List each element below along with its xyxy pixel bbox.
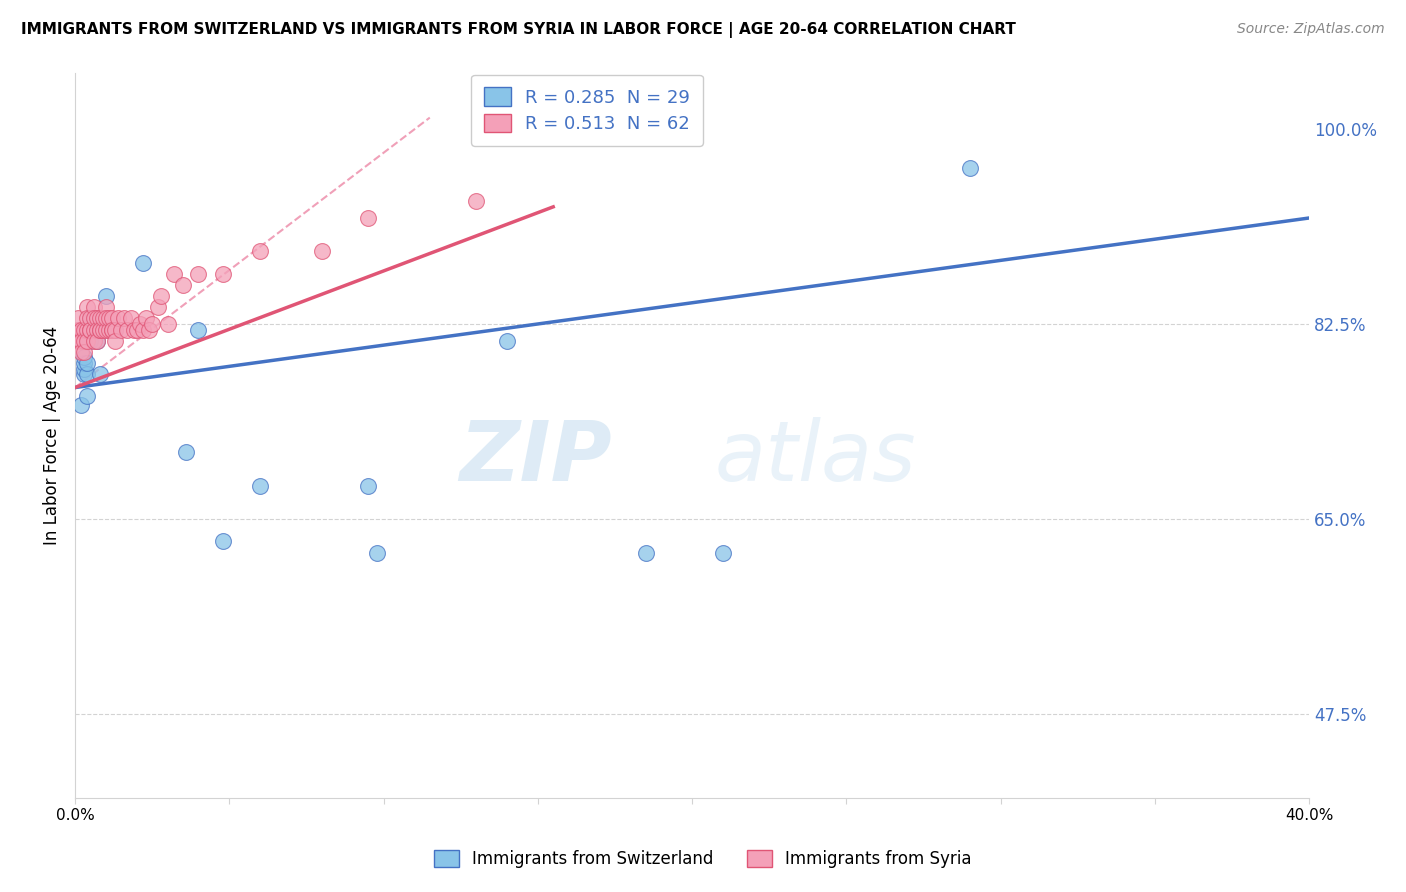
Point xyxy=(104,322,127,336)
Point xyxy=(249,479,271,493)
Point xyxy=(959,161,981,175)
Point xyxy=(89,322,111,336)
Point xyxy=(91,322,114,336)
Point xyxy=(101,322,124,336)
Point xyxy=(89,322,111,336)
Point xyxy=(125,322,148,336)
Point xyxy=(212,534,235,549)
Point xyxy=(70,344,93,359)
Point xyxy=(79,311,101,326)
Point xyxy=(97,322,120,336)
Legend: R = 0.285  N = 29, R = 0.513  N = 62: R = 0.285 N = 29, R = 0.513 N = 62 xyxy=(471,75,703,146)
Point xyxy=(70,398,93,412)
Point xyxy=(79,322,101,336)
Point xyxy=(163,267,186,281)
Point xyxy=(148,300,170,314)
Point xyxy=(70,334,93,348)
Point xyxy=(634,546,657,560)
Point xyxy=(141,317,163,331)
Point xyxy=(67,322,90,336)
Point xyxy=(86,322,108,336)
Point xyxy=(107,311,129,326)
Point xyxy=(104,322,127,336)
Point xyxy=(79,322,101,336)
Point xyxy=(73,322,96,336)
Point xyxy=(76,389,98,403)
Point xyxy=(67,311,90,326)
Point xyxy=(70,322,93,336)
Point xyxy=(120,311,142,326)
Point xyxy=(73,356,96,370)
Point xyxy=(83,322,105,336)
Point xyxy=(122,322,145,336)
Point xyxy=(79,322,101,336)
Point xyxy=(357,211,380,225)
Point xyxy=(174,445,197,459)
Point xyxy=(73,351,96,365)
Point xyxy=(73,361,96,376)
Point xyxy=(110,322,132,336)
Point xyxy=(67,334,90,348)
Point xyxy=(94,322,117,336)
Point xyxy=(172,277,194,292)
Point xyxy=(89,322,111,336)
Point xyxy=(76,300,98,314)
Point xyxy=(357,479,380,493)
Text: Source: ZipAtlas.com: Source: ZipAtlas.com xyxy=(1237,22,1385,37)
Point xyxy=(94,300,117,314)
Point xyxy=(156,317,179,331)
Point xyxy=(83,334,105,348)
Point xyxy=(104,334,127,348)
Point xyxy=(112,311,135,326)
Point xyxy=(187,322,209,336)
Point xyxy=(83,311,105,326)
Y-axis label: In Labor Force | Age 20-64: In Labor Force | Age 20-64 xyxy=(44,326,60,545)
Legend: Immigrants from Switzerland, Immigrants from Syria: Immigrants from Switzerland, Immigrants … xyxy=(427,843,979,875)
Text: atlas: atlas xyxy=(714,417,917,498)
Point xyxy=(76,311,98,326)
Point xyxy=(150,289,173,303)
Point xyxy=(73,344,96,359)
Point xyxy=(711,546,734,560)
Point xyxy=(97,322,120,336)
Point xyxy=(117,322,139,336)
Point xyxy=(89,311,111,326)
Point xyxy=(89,367,111,381)
Point xyxy=(97,311,120,326)
Text: IMMIGRANTS FROM SWITZERLAND VS IMMIGRANTS FROM SYRIA IN LABOR FORCE | AGE 20-64 : IMMIGRANTS FROM SWITZERLAND VS IMMIGRANT… xyxy=(21,22,1017,38)
Point xyxy=(128,317,150,331)
Point xyxy=(94,311,117,326)
Point xyxy=(83,300,105,314)
Point xyxy=(76,322,98,336)
Point xyxy=(91,311,114,326)
Point xyxy=(73,367,96,381)
Point xyxy=(132,255,155,269)
Point xyxy=(101,311,124,326)
Point xyxy=(132,322,155,336)
Point xyxy=(79,311,101,326)
Point xyxy=(76,334,98,348)
Point xyxy=(76,356,98,370)
Point xyxy=(101,322,124,336)
Point xyxy=(73,334,96,348)
Point xyxy=(249,244,271,259)
Point xyxy=(212,267,235,281)
Point xyxy=(83,311,105,326)
Point xyxy=(496,334,519,348)
Point xyxy=(311,244,333,259)
Point xyxy=(76,367,98,381)
Point xyxy=(86,334,108,348)
Point xyxy=(187,267,209,281)
Point xyxy=(94,289,117,303)
Point xyxy=(465,194,488,209)
Point xyxy=(366,546,388,560)
Point xyxy=(86,334,108,348)
Point xyxy=(86,311,108,326)
Point xyxy=(135,311,157,326)
Point xyxy=(138,322,160,336)
Text: ZIP: ZIP xyxy=(460,417,612,498)
Point xyxy=(79,334,101,348)
